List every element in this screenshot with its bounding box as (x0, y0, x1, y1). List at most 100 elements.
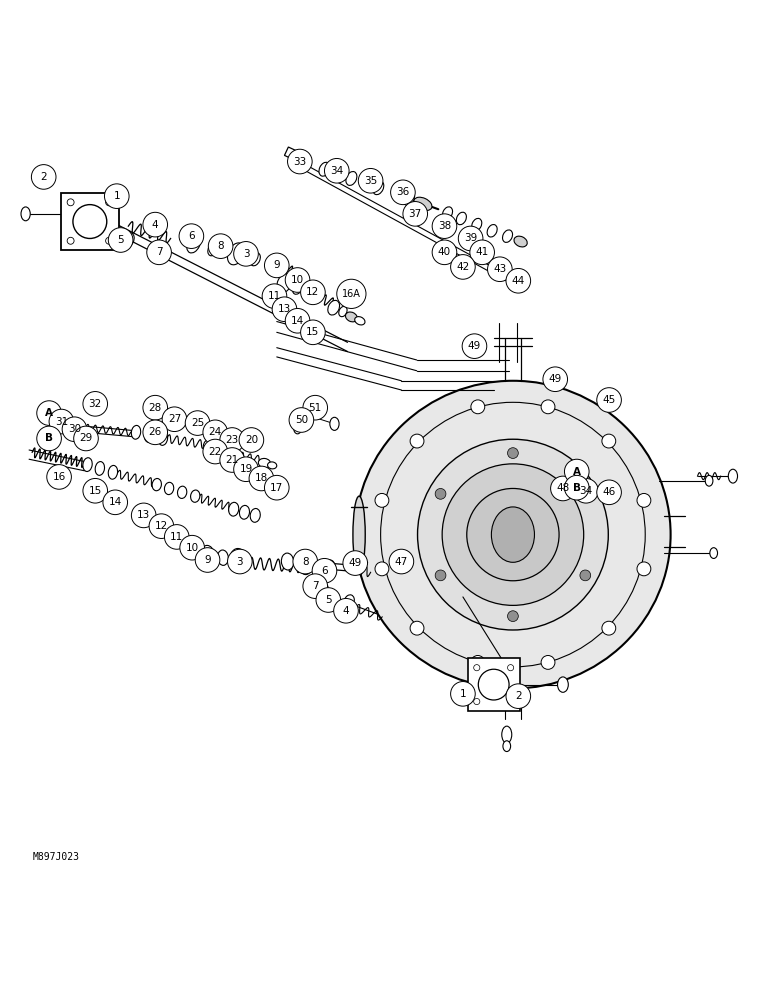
Ellipse shape (95, 462, 104, 475)
Text: 2: 2 (40, 172, 47, 182)
Text: 33: 33 (293, 157, 306, 167)
Ellipse shape (152, 478, 161, 491)
Circle shape (474, 698, 480, 705)
Circle shape (185, 411, 210, 435)
Text: 24: 24 (208, 427, 222, 437)
Text: 6: 6 (321, 566, 328, 576)
Circle shape (375, 562, 389, 576)
Circle shape (67, 199, 74, 206)
Ellipse shape (155, 244, 166, 257)
Circle shape (106, 237, 113, 244)
Circle shape (262, 284, 286, 308)
Ellipse shape (144, 428, 154, 442)
Text: 6: 6 (188, 231, 195, 241)
Circle shape (541, 400, 555, 414)
Ellipse shape (472, 218, 482, 231)
Text: 48: 48 (557, 483, 570, 493)
Circle shape (293, 549, 317, 574)
Circle shape (574, 478, 598, 503)
Text: 34: 34 (330, 166, 344, 176)
Circle shape (506, 268, 530, 293)
Circle shape (195, 548, 220, 572)
Circle shape (103, 490, 127, 515)
Circle shape (451, 682, 476, 706)
Text: 16A: 16A (342, 289, 361, 299)
Ellipse shape (319, 162, 330, 176)
Text: 8: 8 (217, 241, 224, 251)
Circle shape (459, 226, 483, 251)
Text: 45: 45 (602, 395, 616, 405)
Circle shape (375, 493, 389, 507)
Ellipse shape (187, 235, 201, 253)
Ellipse shape (158, 432, 168, 445)
Circle shape (249, 466, 274, 491)
Text: 9: 9 (205, 555, 211, 565)
Ellipse shape (456, 212, 466, 225)
Text: 12: 12 (306, 287, 320, 297)
Ellipse shape (317, 583, 328, 597)
Ellipse shape (503, 230, 513, 242)
Ellipse shape (414, 197, 432, 210)
Ellipse shape (293, 281, 303, 294)
Text: 26: 26 (148, 427, 162, 437)
Circle shape (435, 570, 446, 581)
Ellipse shape (353, 496, 365, 573)
Circle shape (343, 551, 367, 575)
Circle shape (564, 475, 589, 500)
Text: 38: 38 (438, 221, 451, 231)
Ellipse shape (373, 181, 384, 195)
Circle shape (637, 562, 651, 576)
Circle shape (203, 420, 228, 445)
Circle shape (637, 493, 651, 507)
Ellipse shape (208, 243, 218, 256)
Circle shape (208, 234, 233, 258)
Ellipse shape (218, 550, 229, 565)
Circle shape (37, 426, 62, 451)
Ellipse shape (326, 560, 335, 574)
Circle shape (580, 570, 591, 581)
Circle shape (507, 665, 513, 671)
Text: 29: 29 (80, 433, 93, 443)
Circle shape (580, 488, 591, 499)
Text: 34: 34 (579, 486, 593, 496)
Text: 4: 4 (152, 220, 158, 230)
Circle shape (220, 428, 245, 452)
Text: 1: 1 (459, 689, 466, 699)
Ellipse shape (228, 243, 245, 265)
Circle shape (451, 255, 476, 279)
Text: 50: 50 (295, 415, 308, 425)
Circle shape (507, 611, 518, 622)
Ellipse shape (108, 465, 117, 479)
Circle shape (391, 180, 415, 205)
Text: 32: 32 (89, 399, 102, 409)
Ellipse shape (487, 225, 497, 237)
Circle shape (550, 476, 575, 501)
Text: 25: 25 (191, 418, 204, 428)
Text: 44: 44 (512, 276, 525, 286)
Text: 7: 7 (312, 581, 319, 591)
Circle shape (73, 205, 107, 238)
Circle shape (143, 212, 168, 237)
Ellipse shape (21, 207, 30, 221)
Circle shape (564, 459, 589, 484)
Text: 40: 40 (438, 247, 451, 257)
Ellipse shape (178, 486, 187, 498)
Ellipse shape (191, 490, 200, 502)
Circle shape (442, 464, 584, 605)
Circle shape (316, 588, 340, 612)
Ellipse shape (728, 469, 737, 483)
Circle shape (285, 308, 310, 333)
Text: A: A (573, 467, 581, 477)
Circle shape (389, 549, 414, 574)
Circle shape (203, 439, 228, 464)
Ellipse shape (442, 207, 452, 219)
Ellipse shape (298, 555, 312, 575)
Text: M897J023: M897J023 (32, 852, 80, 862)
Circle shape (83, 392, 107, 416)
Circle shape (179, 224, 204, 248)
Circle shape (474, 665, 480, 671)
Ellipse shape (557, 677, 568, 692)
Text: 17: 17 (270, 483, 283, 493)
Circle shape (285, 268, 310, 292)
Text: 21: 21 (225, 455, 239, 465)
